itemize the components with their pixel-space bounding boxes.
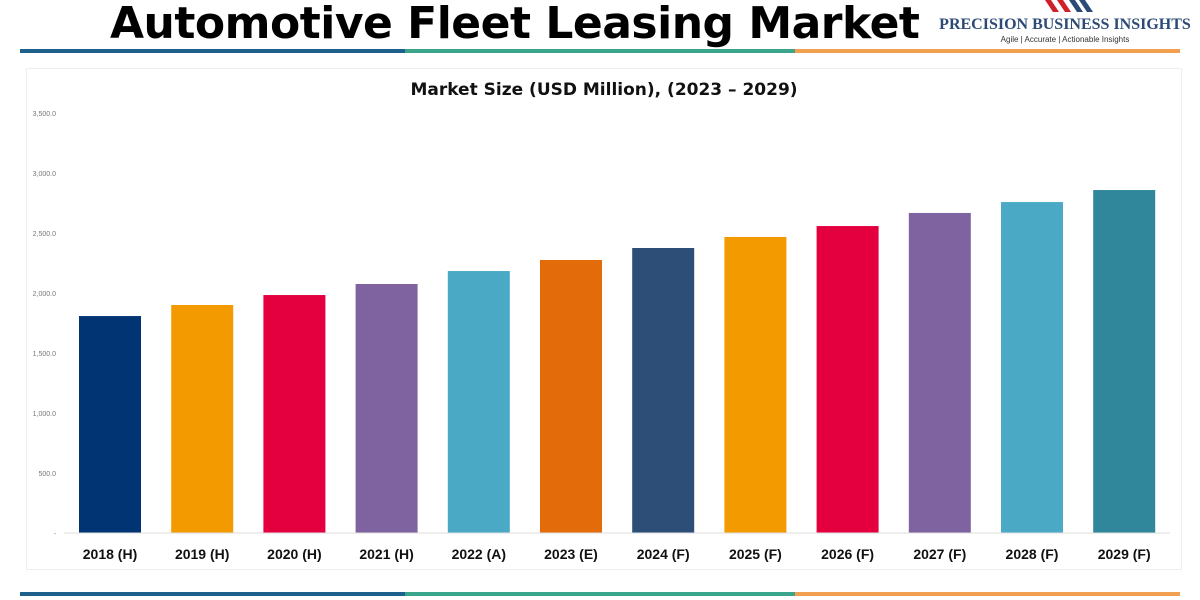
x-tick-label: 2019 (H): [175, 546, 229, 562]
bar-2021 (H): [355, 284, 418, 533]
bar-2023 (E): [540, 260, 602, 533]
y-tick-label: 1,000.0: [33, 411, 56, 418]
page-title: Automotive Fleet Leasing Market: [110, 0, 920, 49]
bar-2018 (H): [79, 316, 141, 533]
y-tick-label: 3,500.0: [33, 111, 56, 118]
y-tick-label: 2,000.0: [33, 291, 56, 298]
bottom-divider-green: [405, 592, 795, 596]
bar-2019 (H): [171, 305, 234, 533]
bar-2025 (F): [724, 236, 787, 533]
x-tick-label: 2023 (E): [544, 546, 598, 562]
logo-mark-icon: [1045, 0, 1093, 12]
bottom-divider-blue: [20, 592, 405, 596]
bar-2022 (A): [447, 271, 510, 533]
chart-title: Market Size (USD Million), (2023 – 2029): [410, 80, 797, 100]
logo: PRECISION BUSINESS INSIGHTS Agile | Accu…: [930, 0, 1200, 44]
bar-2024 (F): [632, 248, 695, 533]
x-tick-label: 2024 (F): [637, 546, 690, 562]
top-divider-blue: [20, 49, 405, 53]
y-tick-label: 500.0: [38, 471, 56, 478]
x-tick-label: 2022 (A): [452, 546, 506, 562]
x-tick-label: 2025 (F): [729, 546, 782, 562]
x-tick-label: 2018 (H): [83, 546, 137, 562]
x-tick-label: 2020 (H): [267, 546, 321, 562]
y-tick-label: 2,500.0: [33, 231, 56, 238]
logo-name: PRECISION BUSINESS INSIGHTS: [939, 16, 1191, 33]
x-tick-label: 2027 (F): [913, 546, 966, 562]
y-tick-label: -: [54, 531, 57, 538]
chart-panel: [26, 68, 1182, 570]
bar-2020 (H): [263, 295, 326, 533]
y-tick-label: 3,000.0: [33, 171, 56, 178]
bar-2026 (F): [816, 226, 879, 534]
x-tick-label: 2021 (H): [359, 546, 413, 562]
y-tick-label: 1,500.0: [33, 351, 56, 358]
bottom-divider-orange: [795, 592, 1180, 596]
bar-2029 (F): [1093, 190, 1156, 534]
logo-tagline: Agile | Accurate | Actionable Insights: [1000, 35, 1130, 44]
bar-2027 (F): [908, 212, 971, 533]
bar-2028 (F): [1001, 202, 1063, 534]
x-tick-label: 2026 (F): [821, 546, 874, 562]
x-tick-label: 2028 (F): [1006, 546, 1059, 562]
x-tick-label: 2029 (F): [1098, 546, 1151, 562]
top-divider-orange: [795, 49, 1180, 53]
top-divider-green: [405, 49, 795, 53]
